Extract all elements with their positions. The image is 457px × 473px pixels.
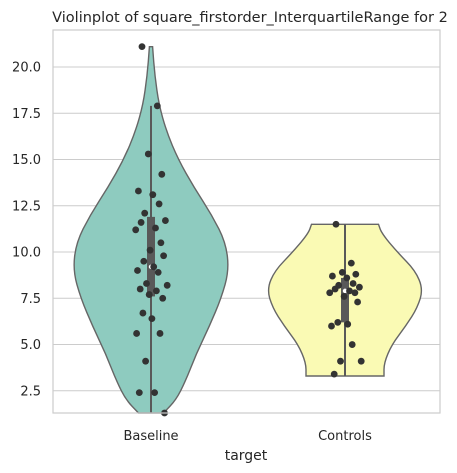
data-point (349, 280, 357, 287)
y-axis-ticks: 2.5 5.0 7.5 10.0 12.5 15.0 17.5 20.0 (12, 61, 41, 400)
data-point (332, 220, 340, 228)
data-point (154, 268, 162, 276)
y-tick-label: 10.0 (12, 246, 41, 261)
data-point (135, 187, 142, 195)
data-point (326, 289, 334, 297)
data-point (328, 322, 335, 330)
data-point (356, 283, 363, 291)
data-point (155, 200, 163, 208)
data-point (334, 318, 342, 326)
data-point (144, 150, 152, 158)
y-tick-label: 20.0 (12, 61, 41, 76)
data-point (137, 219, 145, 226)
data-point (132, 226, 140, 234)
y-tick-label: 12.5 (12, 199, 41, 214)
y-tick-label: 7.5 (20, 292, 41, 307)
data-point (148, 315, 156, 323)
data-point (162, 217, 169, 224)
data-point (329, 272, 336, 280)
data-point (156, 330, 164, 337)
data-point (330, 370, 338, 378)
data-point (346, 287, 353, 295)
data-point (143, 280, 150, 287)
x-axis-ticks: Baseline Controls (123, 429, 372, 444)
inner-boxes (147, 105, 349, 413)
data-point (348, 341, 356, 348)
y-tick-label: 2.5 (20, 384, 41, 399)
data-point (347, 259, 355, 267)
data-point (331, 285, 339, 293)
data-point (352, 270, 360, 278)
data-point (344, 320, 352, 328)
data-point (151, 389, 159, 397)
data-point (140, 257, 148, 265)
data-point (136, 285, 144, 293)
data-point (159, 294, 167, 302)
y-tick-label: 15.0 (12, 153, 41, 168)
data-point (145, 291, 153, 298)
data-point (338, 268, 346, 276)
data-point (153, 287, 160, 295)
x-tick-label: Baseline (123, 429, 178, 444)
data-point (337, 357, 344, 365)
data-point (134, 267, 141, 274)
data-point (351, 289, 359, 297)
median-marker (342, 288, 348, 294)
data-points (132, 43, 365, 417)
data-point (163, 281, 171, 289)
data-point (149, 191, 157, 199)
data-point (340, 293, 348, 300)
data-point (157, 239, 165, 247)
data-point (139, 309, 147, 317)
data-point (343, 274, 351, 282)
data-point (133, 330, 141, 337)
iqr-box (147, 216, 155, 297)
data-point (135, 389, 143, 397)
chart-title: Violinplot of square_firstorder_Interqua… (52, 10, 448, 26)
iqr-box (341, 277, 349, 323)
data-point (142, 357, 150, 365)
y-tick-label: 17.5 (12, 107, 41, 122)
data-point (158, 170, 166, 178)
x-tick-label: Controls (318, 429, 372, 444)
data-point (152, 224, 159, 232)
x-axis-label: target (225, 448, 268, 464)
violins (73, 46, 423, 414)
data-point (150, 263, 158, 271)
data-point (138, 43, 146, 51)
data-point (160, 252, 168, 260)
data-point (357, 357, 365, 365)
data-point (146, 246, 154, 254)
data-point (354, 298, 361, 306)
data-point (141, 209, 149, 217)
data-point (153, 102, 161, 110)
plot-frame (52, 29, 441, 414)
y-tick-label: 5.0 (20, 338, 41, 353)
